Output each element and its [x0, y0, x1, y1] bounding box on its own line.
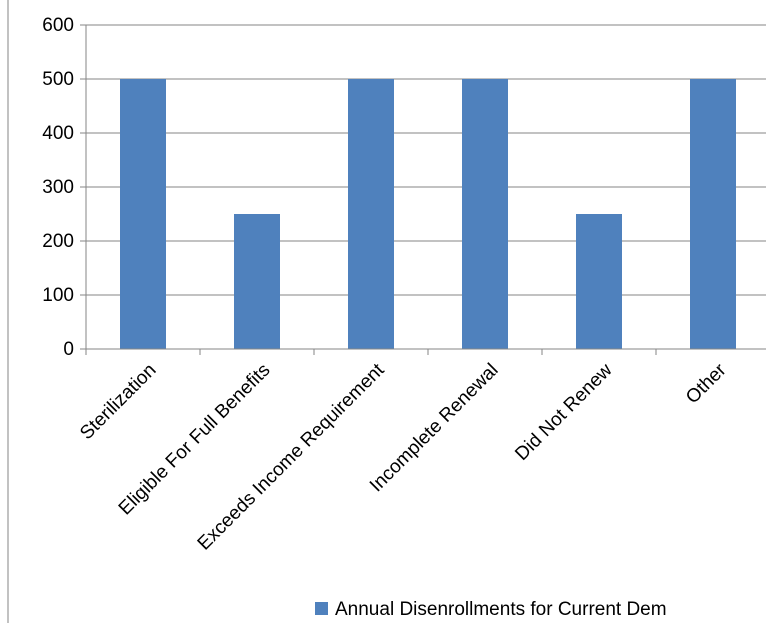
y-tick-label: 0 [63, 339, 74, 360]
y-tick-label: 500 [42, 69, 74, 90]
legend-swatch [315, 602, 328, 615]
bar [576, 214, 622, 349]
bar [348, 79, 394, 349]
bar [462, 79, 508, 349]
y-tick-label: 300 [42, 177, 74, 198]
y-tick-label: 100 [42, 285, 74, 306]
x-category-label: Other [682, 359, 731, 408]
gridlines [86, 24, 766, 296]
y-tick-label: 600 [42, 15, 74, 36]
axes [7, 0, 766, 623]
y-tick-labels: 0 100 200 300 400 500 600 [42, 15, 74, 360]
y-tick-label: 200 [42, 231, 74, 252]
legend: Annual Disenrollments for Current Dem [315, 599, 667, 620]
y-tick-label: 400 [42, 123, 74, 144]
bars [120, 79, 736, 349]
x-category-label: Sterilization [76, 360, 160, 444]
x-category-label: Incomplete Renewal [366, 360, 503, 497]
x-category-label: Exceeds Income Requirement [194, 359, 389, 554]
legend-label: Annual Disenrollments for Current Dem [335, 599, 667, 620]
bar [120, 79, 166, 349]
bar [234, 214, 280, 349]
x-category-label: Did Not Renew [511, 359, 616, 464]
bar [690, 79, 736, 349]
